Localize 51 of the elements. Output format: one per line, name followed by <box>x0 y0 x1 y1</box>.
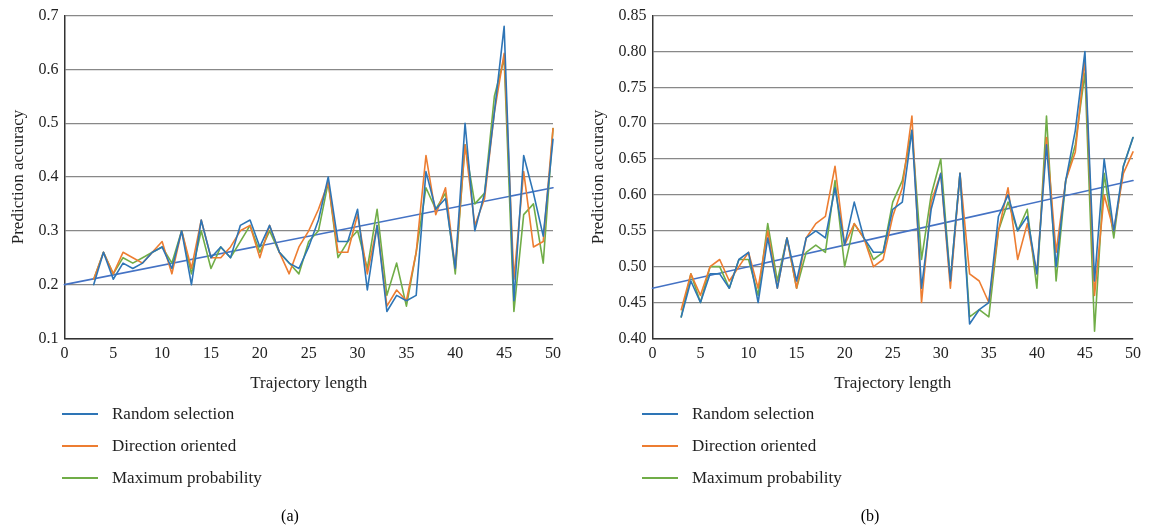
x-tick-label: 50 <box>545 344 561 362</box>
x-tick-label: 30 <box>932 344 949 362</box>
y-tick-label: 0.7 <box>38 5 59 23</box>
y-tick-label: 0.1 <box>38 328 59 346</box>
y-tick-label: 0.45 <box>618 292 647 310</box>
x-tick-label: 25 <box>300 344 317 362</box>
y-tick-label: 0.65 <box>618 149 647 167</box>
x-tick-label: 0 <box>60 344 69 362</box>
x-tick-label: 30 <box>349 344 366 362</box>
y-tick-label: 0.70 <box>618 113 647 131</box>
x-tick-label: 50 <box>1125 344 1141 362</box>
legend-label: Random selection <box>692 404 815 424</box>
x-tick-label: 35 <box>398 344 415 362</box>
x-axis-title: Trajectory length <box>834 373 952 393</box>
y-tick-label: 0.85 <box>618 5 647 23</box>
y-axis-title: Prediction accuracy <box>587 109 607 245</box>
y-tick-label: 0.40 <box>618 328 647 346</box>
y-tick-label: 0.5 <box>38 113 59 131</box>
x-tick-label: 40 <box>447 344 464 362</box>
x-tick-label: 0 <box>648 344 657 362</box>
y-tick-label: 0.55 <box>618 221 647 238</box>
y-tick-label: 0.3 <box>38 221 59 238</box>
legend-label: Maximum probability <box>692 468 842 488</box>
x-axis-title: Trajectory length <box>250 373 368 393</box>
x-tick-label: 25 <box>884 344 901 362</box>
x-tick-label: 5 <box>109 344 118 362</box>
y-tick-label: 0.75 <box>618 77 647 95</box>
legend-label: Direction oriented <box>692 436 817 456</box>
x-tick-label: 5 <box>696 344 705 362</box>
x-tick-label: 40 <box>1028 344 1045 362</box>
x-tick-label: 45 <box>496 344 513 362</box>
x-tick-label: 15 <box>788 344 805 362</box>
x-tick-label: 45 <box>1076 344 1093 362</box>
legend-label: Random selection <box>112 404 235 424</box>
y-tick-label: 0.4 <box>38 167 59 185</box>
x-tick-label: 10 <box>740 344 757 362</box>
text: (b) <box>859 507 881 525</box>
x-tick-label: 35 <box>980 344 997 362</box>
x-tick-label: 20 <box>836 344 853 362</box>
y-tick-label: 0.6 <box>38 59 59 77</box>
y-axis-title: Prediction accuracy <box>7 109 27 245</box>
x-tick-label: 10 <box>154 344 171 362</box>
y-tick-label: 0.60 <box>618 185 647 203</box>
y-tick-label: 0.50 <box>618 256 647 274</box>
text: (a) <box>280 507 300 525</box>
legend-label: Maximum probability <box>112 468 262 488</box>
legend-label: Direction oriented <box>112 436 237 456</box>
y-tick-label: 0.80 <box>618 41 647 59</box>
x-tick-label: 20 <box>251 344 268 362</box>
y-tick-label: 0.2 <box>38 274 59 292</box>
x-tick-label: 15 <box>202 344 219 362</box>
